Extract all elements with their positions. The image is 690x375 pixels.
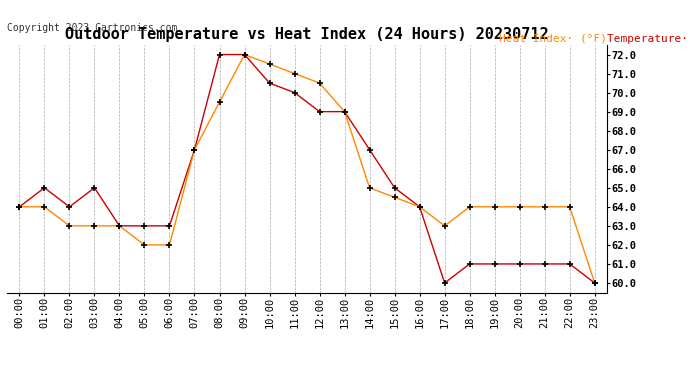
Text: Copyright 2023 Cartronics.com: Copyright 2023 Cartronics.com (7, 23, 177, 33)
Text: Temperature· (°F): Temperature· (°F) (607, 34, 690, 44)
Text: Heat Index· (°F): Heat Index· (°F) (499, 34, 607, 44)
Title: Outdoor Temperature vs Heat Index (24 Hours) 20230712: Outdoor Temperature vs Heat Index (24 Ho… (66, 27, 549, 42)
